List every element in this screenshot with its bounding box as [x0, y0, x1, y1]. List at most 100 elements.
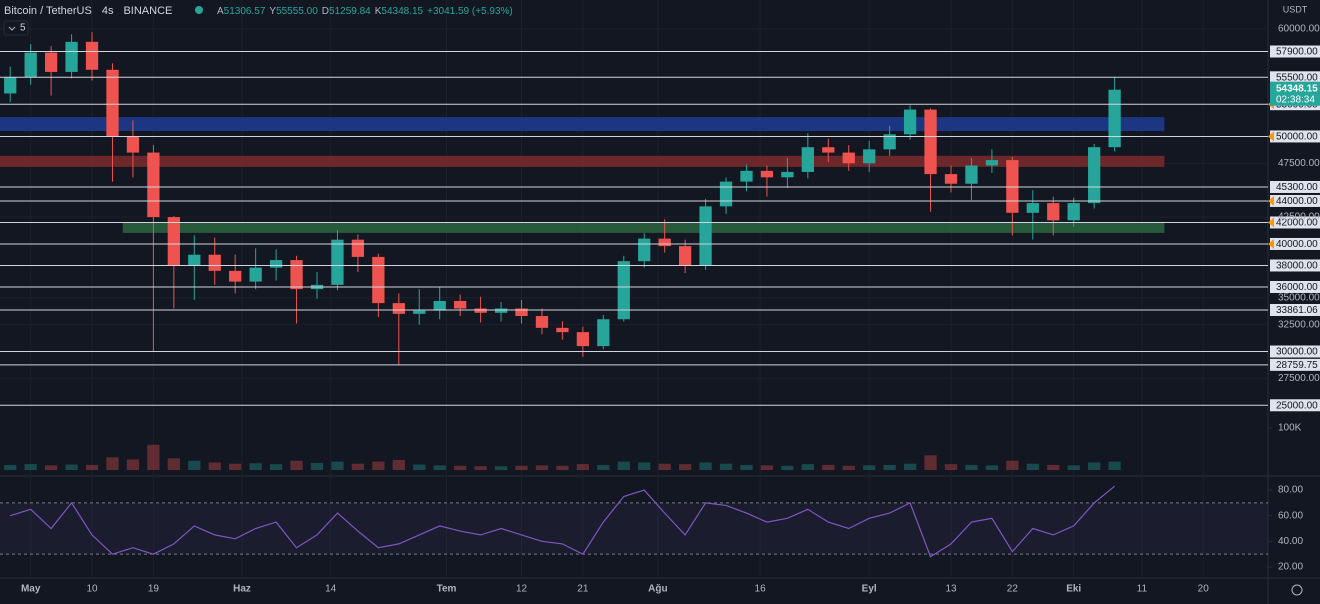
candle-body [290, 260, 303, 290]
last-price-box [1270, 81, 1320, 106]
volume-bar [515, 465, 528, 470]
candle-body [351, 239, 365, 257]
ohlc-key: A [217, 6, 224, 17]
candle-body [801, 147, 814, 172]
volume-bar [678, 464, 692, 470]
x-tick-label: May [21, 584, 41, 595]
candle-body [842, 152, 855, 164]
candle-body [863, 149, 876, 164]
level-label-box [1270, 45, 1320, 58]
volume-bar [944, 464, 958, 470]
volume-bar [1026, 463, 1039, 470]
grid [0, 0, 1268, 578]
level-label: 42000.00 [1276, 218, 1318, 229]
y-tick-label: 47500.00 [1278, 158, 1320, 169]
volume-bar [167, 458, 180, 470]
volume-bar [188, 460, 201, 470]
y-tick-label: 35000.00 [1278, 292, 1320, 303]
candle-body [4, 77, 17, 94]
volume-bar [883, 464, 896, 470]
level-label: 55500.00 [1276, 72, 1318, 83]
volume-bar [147, 444, 160, 470]
volume-bar [229, 463, 242, 470]
level-label-box [1270, 399, 1320, 412]
level-label: 38000.00 [1276, 261, 1318, 272]
volume-bar [760, 465, 774, 470]
level-label: 33861.06 [1276, 305, 1318, 316]
last-price: 54348.15 [1276, 83, 1318, 94]
level-label: 57900.00 [1276, 47, 1318, 58]
volume-bar [740, 464, 753, 470]
symbol: Bitcoin / TetherUS [4, 5, 92, 17]
volume-bar [474, 466, 487, 470]
rsi-tick-label: 80.00 [1278, 485, 1303, 496]
alert-marker [1268, 131, 1274, 142]
volume-bar [699, 462, 712, 470]
settings-icon[interactable] [1291, 584, 1303, 596]
candle-body [229, 270, 242, 282]
candle-body [781, 171, 794, 178]
indicator-toggle[interactable]: 5 [3, 20, 29, 36]
candle-body [924, 109, 937, 175]
y-tick-label: 42500.00 [1278, 212, 1320, 223]
candle-body [985, 160, 999, 166]
rsi-tick-label: 60.00 [1278, 510, 1303, 521]
candle-body [44, 52, 58, 72]
volume-bar [413, 464, 426, 470]
change: +3041.59 (+5.93%) [427, 6, 513, 17]
volume-bar [24, 464, 37, 470]
candle-body [147, 152, 160, 218]
volume-bar [719, 463, 733, 470]
volume-bar [454, 465, 467, 470]
candle-body [269, 260, 283, 268]
ohlc-key: D [322, 6, 329, 17]
candle-body [65, 41, 78, 72]
volume-bar [781, 465, 794, 470]
candle-body [1026, 203, 1039, 213]
candle-body [883, 134, 896, 150]
x-tick-label: 16 [755, 584, 767, 595]
y-tick-label: 32500.00 [1278, 319, 1320, 330]
volume-bar [576, 464, 590, 470]
level-label-box [1270, 358, 1320, 371]
x-tick-label: 10 [86, 584, 98, 595]
ohlc-value: 54348.15 [381, 6, 423, 17]
candle-body [208, 254, 221, 271]
x-tick-label: Haz [233, 584, 251, 595]
interval: 4s [102, 5, 114, 17]
volume-bar [392, 459, 405, 470]
level-label-box [1270, 216, 1320, 229]
level-label: 50000.00 [1276, 132, 1318, 143]
x-tick-label: Tem [437, 584, 457, 595]
candle-body [740, 170, 753, 182]
axes: May 10 19 Haz 14 Tem 12 21 Ağu 16 Eyl 13 22 Eki 11 20 60… [21, 24, 1320, 595]
volume-bar [985, 465, 999, 470]
countdown: 02:38:34 [1276, 94, 1315, 105]
rsi-line [10, 485, 1115, 558]
zone [122, 221, 1165, 233]
rsi [0, 485, 1268, 558]
volume-bar [1006, 460, 1019, 470]
x-tick-label: 11 [1137, 584, 1148, 595]
candle-body [515, 308, 528, 317]
level-label: 30000.00 [1276, 347, 1318, 358]
level-label: 28759.75 [1276, 360, 1318, 371]
candle-body [413, 310, 426, 314]
volume-bar [351, 463, 365, 470]
volume-bar [535, 465, 549, 470]
candle-body [1088, 147, 1101, 204]
x-tick-label: 14 [325, 584, 337, 595]
volume-bar [249, 463, 262, 470]
volume-bar [44, 465, 58, 470]
x-tick-label: 19 [148, 584, 160, 595]
volume-bar [433, 465, 446, 470]
volume-bar [617, 461, 630, 470]
level-label-box [1270, 237, 1320, 250]
volume-bar [638, 462, 651, 470]
candle-body [454, 300, 467, 309]
level-label-box [1270, 303, 1320, 316]
x-tick-label: 12 [516, 584, 528, 595]
rsi-tick-label: 20.00 [1278, 562, 1303, 573]
zone [0, 155, 1165, 167]
volume-bar [863, 465, 876, 470]
